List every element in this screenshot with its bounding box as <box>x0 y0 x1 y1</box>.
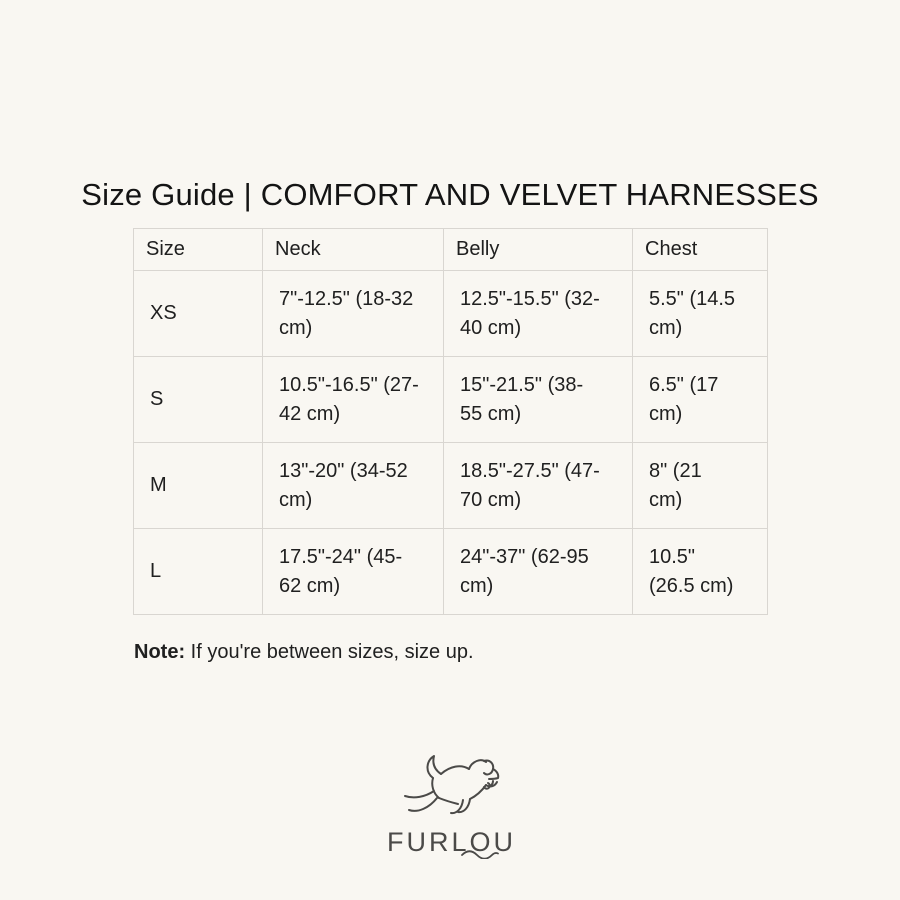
table-row-l: L 17.5"-24" (45-62 cm) 24"-37" (62-95 cm… <box>133 528 768 615</box>
neck-cell: 17.5"-24" (45-62 cm) <box>262 528 444 615</box>
header-size: Size <box>133 228 263 271</box>
size-cell: S <box>133 356 263 443</box>
note-label: Note: <box>134 641 186 663</box>
header-chest: Chest <box>632 228 768 271</box>
belly-cell: 18.5"-27.5" (47-70 cm) <box>443 442 633 529</box>
note-text: If you're between sizes, size up. <box>190 641 474 663</box>
page-title: Size Guide | COMFORT AND VELVET HARNESSE… <box>81 177 819 212</box>
chest-cell: 8" (21 cm) <box>632 442 768 529</box>
sizing-note: Note: If you're between sizes, size up. <box>134 641 474 664</box>
size-guide-table: Size Neck Belly Chest XS 7"-12.5" (18-32… <box>133 228 768 615</box>
table-row-s: S 10.5"-16.5" (27-42 cm) 15"-21.5" (38-5… <box>133 356 768 443</box>
size-cell: L <box>133 528 263 615</box>
table-row-m: M 13"-20" (34-52 cm) 18.5"-27.5" (47-70 … <box>133 442 768 529</box>
neck-cell: 13"-20" (34-52 cm) <box>262 442 444 529</box>
chest-cell: 10.5" (26.5 cm) <box>632 528 768 615</box>
chest-cell: 6.5" (17 cm) <box>632 356 768 443</box>
table-header-row: Size Neck Belly Chest <box>133 228 768 271</box>
jumping-dog-icon <box>404 755 500 815</box>
belly-cell: 24"-37" (62-95 cm) <box>443 528 633 615</box>
table-row-xs: XS 7"-12.5" (18-32 cm) 12.5"-15.5" (32-4… <box>133 270 768 357</box>
size-cell: M <box>133 442 263 529</box>
header-belly: Belly <box>443 228 633 271</box>
neck-cell: 7"-12.5" (18-32 cm) <box>262 270 444 357</box>
size-cell: XS <box>133 270 263 357</box>
brand-wordmark: FURLOU <box>386 827 516 857</box>
belly-cell: 15"-21.5" (38-55 cm) <box>443 356 633 443</box>
header-neck: Neck <box>262 228 444 271</box>
neck-cell: 10.5"-16.5" (27-42 cm) <box>262 356 444 443</box>
brand-logo: FURLOU <box>0 752 900 859</box>
chest-cell: 5.5" (14.5 cm) <box>632 270 768 357</box>
wordmark-wave-icon <box>461 850 499 859</box>
belly-cell: 12.5"-15.5" (32-40 cm) <box>443 270 633 357</box>
